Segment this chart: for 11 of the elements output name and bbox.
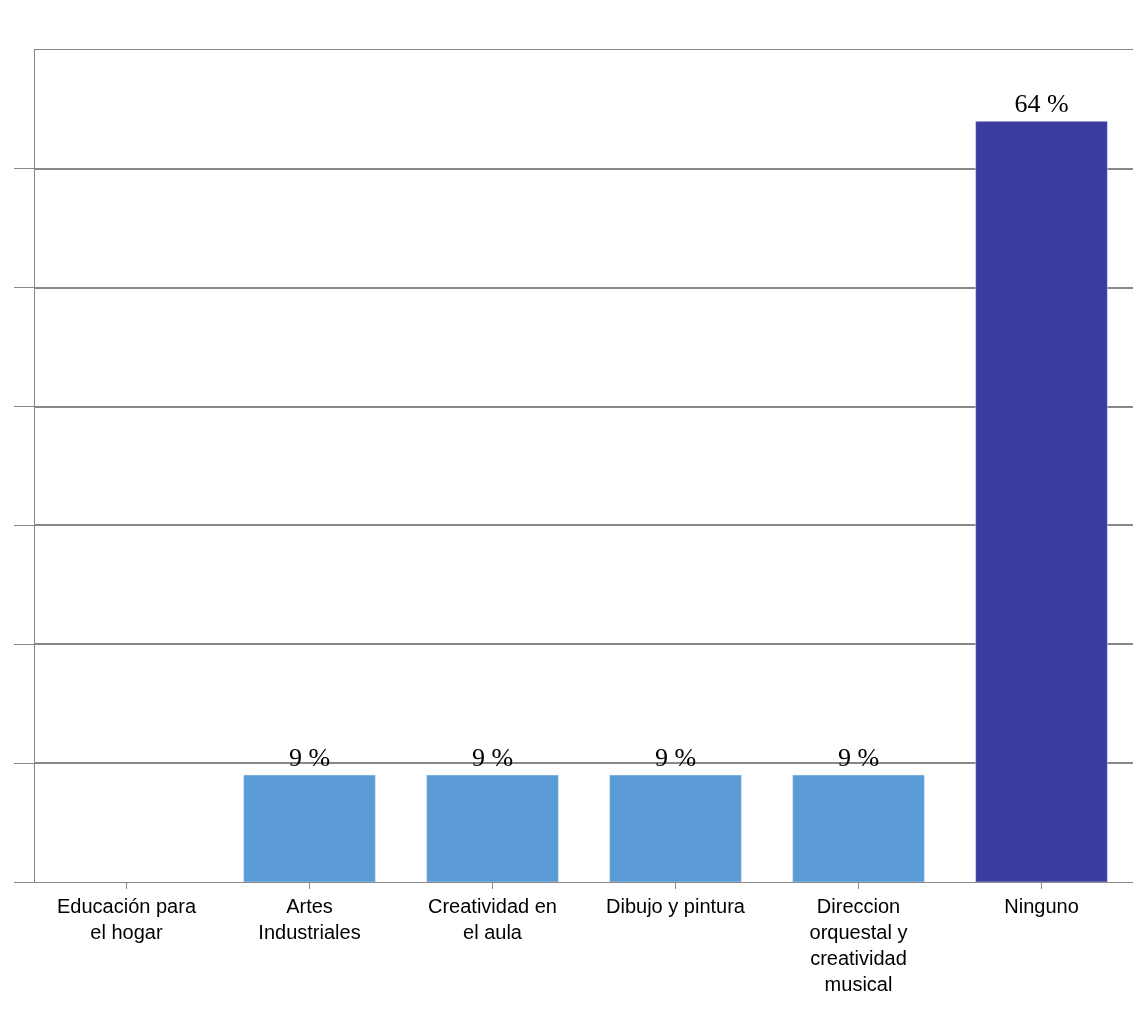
x-tick-label: Educación para el hogar <box>57 895 197 943</box>
x-tick-label: Creatividad en el aula <box>428 895 557 943</box>
x-tick-label: Ninguno <box>1004 895 1079 917</box>
data-label: 64 % <box>1014 89 1069 119</box>
x-tick-label: Dibujo y pintura <box>606 895 746 917</box>
data-label: 9 % <box>654 743 697 773</box>
x-tick-label: Direccion orquestal y creatividad musical <box>809 895 908 995</box>
data-label: 9 % <box>288 743 331 773</box>
x-tick-label: Artes Industriales <box>258 895 361 943</box>
data-label: 9 % <box>471 743 514 773</box>
data-label: 9 % <box>837 743 880 773</box>
